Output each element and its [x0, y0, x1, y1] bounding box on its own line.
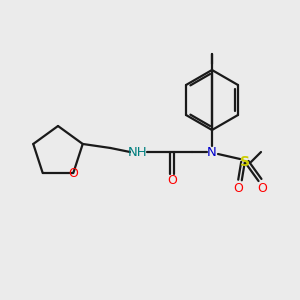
Text: N: N [207, 146, 217, 158]
Text: NH: NH [128, 146, 148, 158]
Text: O: O [233, 182, 243, 196]
Text: O: O [257, 182, 267, 196]
Text: O: O [68, 167, 78, 179]
Text: S: S [240, 155, 250, 169]
Text: O: O [167, 175, 177, 188]
